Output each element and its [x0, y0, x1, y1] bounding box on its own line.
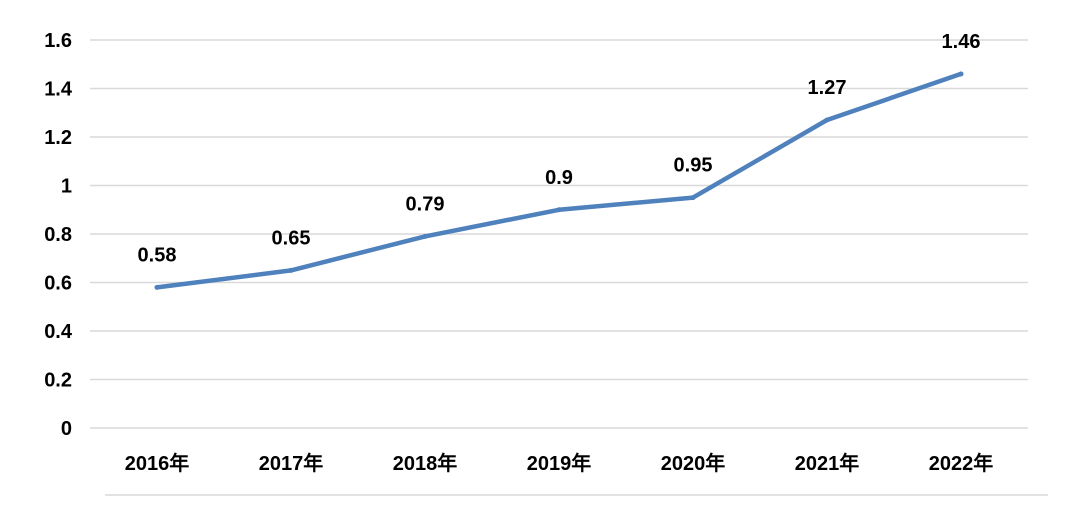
gridlines	[90, 39, 1028, 429]
data-label: 0.95	[674, 155, 713, 177]
y-tick-label: 0.2	[44, 370, 72, 392]
data-label: 0.65	[272, 227, 311, 249]
x-tick-label: 2020年	[661, 451, 726, 475]
data-point	[154, 284, 160, 290]
y-tick-label: 0.6	[44, 273, 72, 295]
y-tick-label: 0.4	[44, 321, 73, 343]
x-tick-label: 2022年	[929, 451, 994, 475]
y-tick-label: 0	[61, 418, 72, 440]
y-tick-label: 1.4	[44, 79, 73, 101]
x-tick-label: 2016年	[125, 451, 190, 475]
y-tick-label: 0.8	[44, 224, 72, 246]
y-axis-tick-labels: 0 0.2 0.4 0.6 0.8 1 1.2 1.4 1.6	[44, 30, 73, 440]
series-group	[154, 71, 964, 290]
data-point	[288, 267, 294, 273]
x-tick-label: 2019年	[527, 451, 592, 475]
data-point	[556, 207, 562, 213]
data-point	[422, 233, 428, 239]
y-tick-label: 1	[61, 176, 72, 198]
data-labels: 0.58 0.65 0.79 0.9 0.95 1.27 1.46	[138, 31, 981, 266]
data-label: 1.27	[808, 77, 847, 99]
data-label: 0.79	[406, 193, 445, 215]
data-point	[690, 195, 696, 201]
x-tick-label: 2017年	[259, 451, 324, 475]
x-tick-label: 2018年	[393, 451, 458, 475]
data-label: 0.58	[138, 244, 177, 266]
x-axis-tick-labels: 2016年 2017年 2018年 2019年 2020年 2021年 2022年	[125, 451, 994, 475]
y-tick-label: 1.2	[44, 127, 72, 149]
data-label: 1.46	[942, 31, 981, 53]
data-label: 0.9	[545, 167, 573, 189]
y-tick-label: 1.6	[44, 30, 72, 52]
x-tick-label: 2021年	[795, 451, 860, 475]
data-point	[824, 117, 830, 123]
data-point	[958, 71, 964, 77]
